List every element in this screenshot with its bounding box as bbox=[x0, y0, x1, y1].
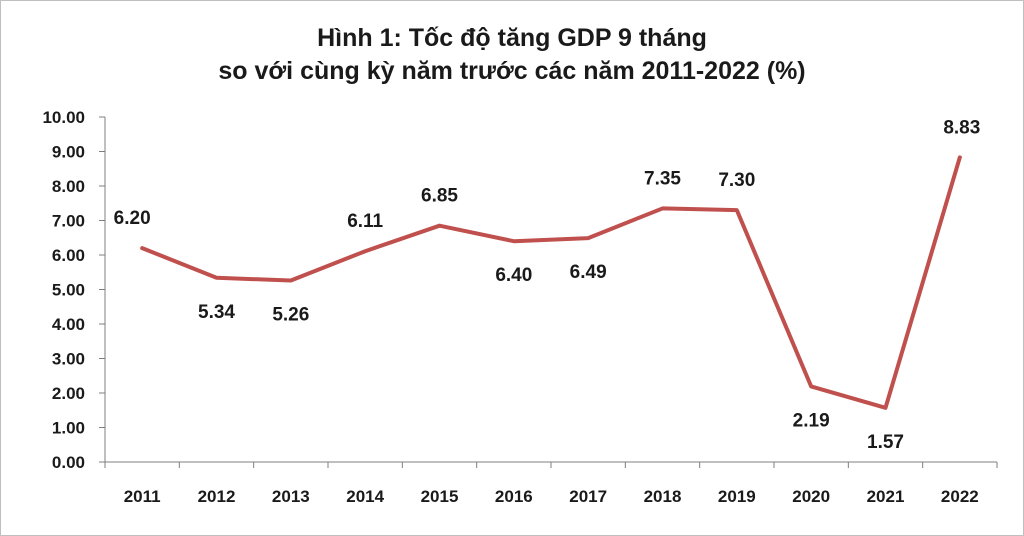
y-tick-label: 9.00 bbox=[52, 143, 85, 162]
x-tick-label: 2022 bbox=[941, 487, 979, 506]
x-tick-label: 2013 bbox=[272, 487, 310, 506]
series-line bbox=[140, 155, 962, 410]
y-tick-label: 3.00 bbox=[52, 350, 85, 369]
y-tick-label: 1.00 bbox=[52, 419, 85, 438]
data-label: 1.57 bbox=[867, 432, 904, 453]
y-tick-label: 0.00 bbox=[52, 453, 85, 472]
y-tick-label: 8.00 bbox=[52, 177, 85, 196]
data-label: 7.30 bbox=[718, 170, 755, 191]
x-tick-label: 2015 bbox=[421, 487, 459, 506]
data-label: 8.83 bbox=[943, 117, 980, 138]
y-tick-label: 4.00 bbox=[52, 315, 85, 334]
data-labels-layer: 6.20 5.34 5.26 6.11 6.85 6.40 6.49 7.35 7.30 2.19… bbox=[114, 117, 981, 452]
data-label: 6.40 bbox=[495, 265, 532, 286]
y-tick-label: 2.00 bbox=[52, 384, 85, 403]
x-tick-label: 2021 bbox=[867, 487, 905, 506]
data-label: 5.26 bbox=[272, 305, 309, 326]
data-label: 2.19 bbox=[793, 410, 830, 431]
x-tick-label: 2012 bbox=[198, 487, 236, 506]
x-tick-label: 2016 bbox=[495, 487, 533, 506]
data-label: 6.11 bbox=[347, 211, 383, 232]
axes: 0.00 1.00 2.00 3.00 4.00 5.00 6.00 7.00 8.00 9.00… bbox=[42, 108, 998, 506]
data-label: 6.20 bbox=[114, 208, 151, 229]
data-label: 6.49 bbox=[570, 262, 607, 283]
x-tick-label: 2019 bbox=[718, 487, 756, 506]
data-label: 7.35 bbox=[644, 168, 681, 189]
data-label: 5.34 bbox=[198, 302, 235, 323]
chart-title-line-2: so với cùng kỳ năm trước các năm 2011-20… bbox=[218, 57, 806, 85]
y-tick-label: 5.00 bbox=[52, 281, 85, 300]
series-line-layer bbox=[140, 155, 962, 410]
x-tick-label: 2017 bbox=[569, 487, 607, 506]
chart-title: Hình 1: Tốc độ tăng GDP 9 tháng so với c… bbox=[0, 22, 1024, 88]
data-label: 6.85 bbox=[421, 186, 458, 207]
x-tick-label: 2011 bbox=[124, 487, 161, 506]
x-tick-label: 2014 bbox=[346, 487, 384, 506]
y-tick-label: 10.00 bbox=[42, 108, 85, 127]
x-tick-label: 2018 bbox=[644, 487, 682, 506]
x-tick-label: 2020 bbox=[792, 487, 830, 506]
y-tick-label: 6.00 bbox=[52, 246, 85, 265]
y-tick-label: 7.00 bbox=[52, 212, 85, 231]
chart-title-line-1: Hình 1: Tốc độ tăng GDP 9 tháng bbox=[317, 24, 707, 52]
